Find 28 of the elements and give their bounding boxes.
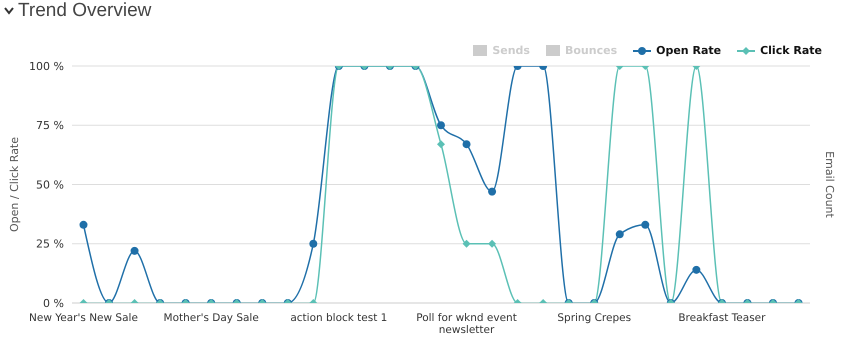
y-axis-title: Open / Click Rate <box>8 136 21 232</box>
y-tick-label: 25 % <box>36 238 64 251</box>
point <box>462 140 471 148</box>
x-tick-label: Breakfast Teaser <box>678 312 766 324</box>
point <box>488 188 496 196</box>
point <box>462 240 471 248</box>
x-tick-label: Mother's Day Sale <box>164 312 259 324</box>
y-tick-label: 100 % <box>29 60 64 73</box>
y-tick-label: 50 % <box>36 178 64 192</box>
y2-axis-title: Email Count <box>823 151 836 219</box>
chart-title: Trend Overview <box>18 0 152 22</box>
x-tick-label: Poll for wknd event newsletter <box>416 312 517 336</box>
point <box>616 230 624 238</box>
point <box>488 240 496 248</box>
legend-label: Open Rate <box>656 44 722 57</box>
x-tick-label: action block test 1 <box>290 312 388 324</box>
point <box>437 121 445 130</box>
point <box>309 240 318 248</box>
point <box>692 266 700 274</box>
y-tick-label: 0 % <box>43 296 64 310</box>
point <box>79 220 88 229</box>
point <box>437 140 445 148</box>
point <box>130 246 139 255</box>
point <box>641 220 650 229</box>
x-tick-label: Spring Crepes <box>557 312 632 324</box>
legend-label: Click Rate <box>760 44 822 57</box>
y-tick-label: 75 % <box>36 119 64 132</box>
x-tick-label: New Year's New Sale <box>29 312 138 324</box>
